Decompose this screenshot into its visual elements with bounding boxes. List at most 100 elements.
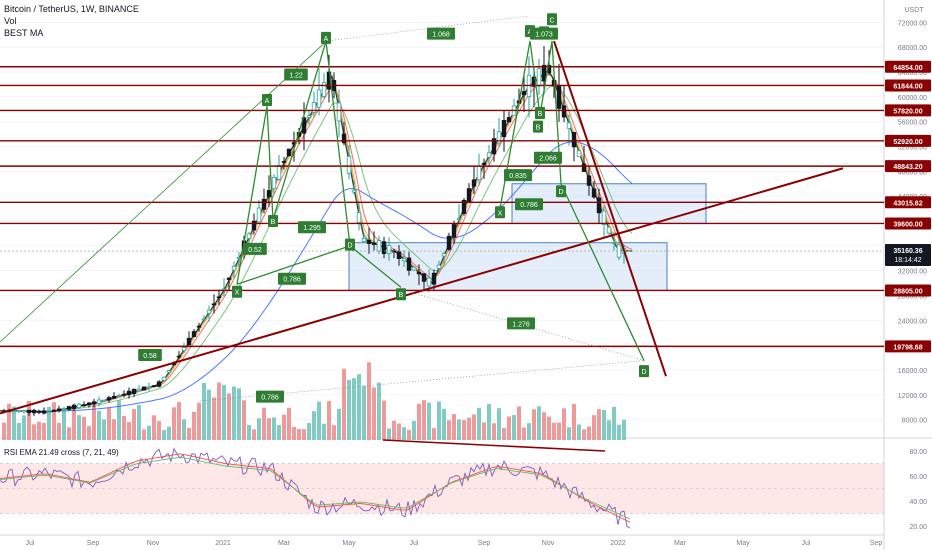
volume-bar — [272, 417, 276, 440]
volume-bar — [492, 423, 496, 440]
volume-bar — [227, 393, 231, 440]
moving-average-line — [0, 85, 633, 413]
volume-bar — [452, 414, 456, 440]
pattern-ratio-text: 1.22 — [289, 73, 303, 80]
volume-bar — [602, 410, 606, 440]
volume-bar — [392, 420, 396, 440]
volume-indicator-label[interactable]: Vol — [4, 16, 17, 26]
price-tick-label: 56000.00 — [898, 120, 927, 127]
key-level-tag — [885, 217, 931, 230]
pattern-point-box — [556, 185, 566, 198]
candle-body — [351, 189, 357, 193]
volume-bar — [387, 428, 391, 440]
falling-trendline — [553, 40, 667, 377]
candle-body — [571, 131, 577, 148]
pattern-ratio-label: 1.295 — [298, 221, 326, 234]
candle-body — [271, 176, 277, 190]
price-tick-label: 72000.00 — [898, 20, 927, 27]
volume-bar — [27, 400, 31, 440]
candle-body — [481, 162, 487, 165]
time-tick-label: Mar — [674, 540, 687, 547]
pattern-point-label: A — [321, 31, 331, 44]
volume-bar — [502, 427, 506, 440]
symbol-title[interactable]: Bitcoin / TetherUS, 1W, BINANCE — [4, 4, 139, 14]
pattern-point-text: D — [347, 243, 352, 250]
pattern-point-label: D — [639, 365, 649, 378]
rising-trendline — [0, 167, 844, 415]
key-level-tag — [885, 196, 931, 209]
pattern-point-box — [345, 238, 355, 251]
pattern-point-box — [262, 93, 272, 106]
pattern-point-label: D — [556, 185, 566, 198]
candle-body — [576, 150, 582, 158]
pattern-ratio-text: 0.58 — [143, 353, 157, 360]
volume-bar — [462, 420, 466, 440]
candle-body — [166, 370, 172, 373]
volume-bar — [327, 401, 331, 440]
candle-body — [406, 257, 412, 271]
candle-body — [146, 386, 152, 389]
candle-body — [196, 325, 202, 328]
volume-bar — [597, 409, 601, 440]
volume-bar — [112, 419, 116, 440]
pattern-point-text: X — [498, 210, 503, 217]
time-tick-label: 2022 — [610, 540, 626, 547]
candle-body — [436, 264, 442, 269]
candle-body — [141, 386, 147, 391]
volume-bar — [77, 415, 81, 440]
candle-body — [121, 393, 127, 396]
volume-bar — [177, 402, 181, 440]
price-tick-label: 12000.00 — [898, 393, 927, 400]
harmonic-leg — [236, 245, 351, 285]
volume-bar — [472, 414, 476, 440]
volume-bar — [242, 400, 246, 440]
ma-indicator-label[interactable]: BEST MA — [4, 28, 44, 38]
volume-bar — [467, 417, 471, 440]
pattern-point-text: D — [558, 189, 563, 196]
pattern-point-box — [396, 288, 406, 301]
candle-body — [491, 138, 497, 155]
candle-body — [496, 131, 502, 144]
pattern-point-text: B — [399, 292, 404, 299]
rsi-ema-fast — [0, 453, 631, 523]
rsi-line — [0, 447, 631, 529]
candle-body — [276, 164, 282, 180]
volume-bar — [332, 425, 336, 440]
volume-bar — [487, 404, 491, 440]
pattern-point-box — [495, 206, 505, 219]
projection-line — [199, 360, 645, 402]
time-axis: Jul Sep Nov 2021 Mar May Jul Sep Nov 2022 Mar May Ju… — [26, 540, 883, 547]
candle-body — [61, 408, 67, 410]
volume-bar — [357, 374, 361, 440]
volume-bar — [442, 408, 446, 440]
candle-body — [461, 199, 467, 214]
pattern-point-box — [533, 120, 543, 133]
projection-line — [325, 15, 528, 42]
candle-body — [586, 175, 592, 186]
volume-bar — [562, 408, 566, 440]
candle-body — [446, 235, 452, 250]
candle-body — [476, 165, 482, 181]
candle-body — [336, 102, 342, 122]
time-tick-label: May — [342, 540, 356, 547]
volume-bar — [12, 406, 16, 440]
candle-body — [431, 272, 437, 285]
price-tick-label: 68000.00 — [898, 45, 927, 52]
pattern-ratio-text: 0.835 — [509, 173, 527, 180]
volume-bar — [507, 416, 511, 440]
volume-bar — [72, 410, 76, 440]
pattern-point-label: B — [535, 107, 545, 120]
harmonic-leg — [349, 245, 402, 288]
candle-body — [26, 409, 32, 413]
key-level-tag — [885, 160, 931, 173]
candle-body — [16, 410, 22, 412]
pattern-ratio-label: 0.52 — [243, 242, 267, 255]
volume-bar — [297, 429, 301, 440]
candle-body — [181, 347, 187, 351]
candle-body — [126, 390, 132, 396]
pattern-ratio-box — [138, 349, 162, 362]
volume-bar — [207, 389, 211, 440]
candle-body — [581, 163, 587, 172]
pattern-point-label: X — [232, 285, 242, 298]
